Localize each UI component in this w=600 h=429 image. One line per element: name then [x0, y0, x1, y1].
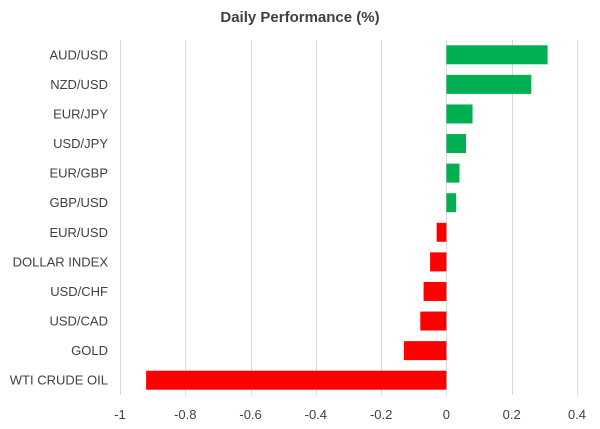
x-tick-label: 0.4: [568, 407, 586, 422]
gridlines: [120, 40, 578, 395]
category-label: NZD/USD: [50, 77, 108, 92]
bar: [420, 311, 447, 331]
bar: [446, 45, 548, 65]
bar: [430, 252, 447, 272]
bar: [403, 341, 447, 361]
category-label: EUR/USD: [49, 225, 108, 240]
category-labels: AUD/USD NZD/USD EUR/JPY USD/JPY EUR/GBP GBP/U…: [10, 47, 109, 387]
category-label: USD/JPY: [53, 136, 108, 151]
category-label: AUD/USD: [49, 47, 108, 62]
x-tick-labels: -1 -0.8 -0.6 -0.4 -0.2 0 0.2 0.4: [114, 407, 586, 422]
bar: [436, 222, 447, 242]
category-label: GBP/USD: [49, 195, 108, 210]
bar: [446, 163, 460, 183]
bar: [446, 134, 467, 154]
category-label: USD/CHF: [50, 284, 108, 299]
category-label: DOLLAR INDEX: [13, 254, 109, 269]
bar: [446, 104, 473, 124]
category-label: WTI CRUDE OIL: [10, 373, 108, 388]
x-tick-label: -0.8: [174, 407, 196, 422]
x-tick-label: 0.2: [503, 407, 521, 422]
bars: [146, 45, 548, 390]
bar: [423, 281, 447, 301]
category-label: EUR/GBP: [49, 166, 108, 181]
x-tick-label: 0: [443, 407, 450, 422]
bar: [446, 193, 457, 213]
category-label: EUR/JPY: [53, 106, 108, 121]
category-label: GOLD: [71, 343, 108, 358]
x-tick-label: -0.4: [305, 407, 327, 422]
bar: [146, 370, 447, 390]
x-tick-label: -0.6: [239, 407, 261, 422]
x-tick-label: -0.2: [370, 407, 392, 422]
category-label: USD/CAD: [49, 314, 108, 329]
chart-title: Daily Performance (%): [220, 9, 380, 26]
x-tick-label: -1: [114, 407, 126, 422]
bar: [446, 74, 532, 94]
